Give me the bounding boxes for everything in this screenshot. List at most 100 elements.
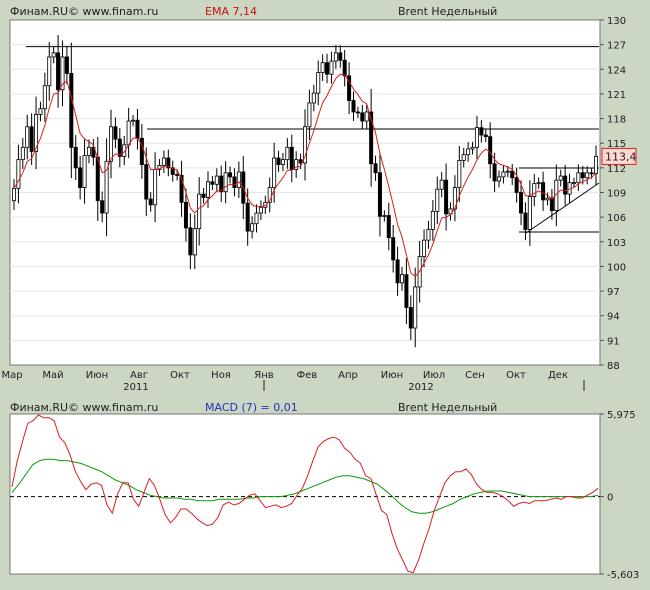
candle-body — [183, 201, 188, 229]
candle-body — [391, 237, 396, 261]
candles — [11, 34, 599, 348]
candle-body — [333, 52, 338, 62]
candle-body — [355, 111, 360, 114]
candle — [333, 45, 338, 69]
y-tick-label: 103 — [607, 238, 626, 249]
candle-body — [153, 169, 158, 206]
candle — [541, 171, 546, 211]
candle — [325, 53, 330, 84]
candle-body — [16, 159, 21, 189]
candle-body — [435, 188, 440, 212]
candle — [161, 150, 166, 173]
candle-body — [545, 197, 550, 201]
candle-body — [179, 174, 184, 203]
candle-body — [267, 187, 272, 203]
x-tick-label: Июл — [423, 370, 445, 381]
candle-body — [42, 85, 47, 110]
candle-body — [466, 148, 471, 156]
candle — [395, 246, 400, 296]
candle-body — [549, 197, 554, 211]
y-tick-label: 112 — [607, 164, 626, 175]
candle-body — [386, 215, 391, 239]
candle — [571, 177, 576, 188]
candle-body — [100, 200, 105, 214]
candle-body — [166, 157, 171, 169]
candle-body — [232, 176, 237, 188]
candle-body — [20, 146, 25, 161]
candle — [210, 176, 215, 191]
candle — [60, 40, 65, 107]
candle — [236, 161, 241, 198]
candle — [391, 224, 396, 273]
candle-body — [360, 112, 365, 122]
candle-body — [320, 62, 325, 73]
candle-body — [474, 127, 479, 148]
candle — [34, 96, 39, 170]
price-title: Brent Недельный — [398, 5, 497, 18]
x-tick-label: Фев — [297, 370, 318, 381]
price-source-label: Финам.RU© www.finam.ru — [10, 5, 158, 18]
x-tick-label: Окт — [170, 370, 190, 381]
candle — [47, 41, 52, 101]
candle-body — [563, 175, 568, 195]
candle — [501, 165, 506, 184]
candle-body — [34, 114, 39, 152]
candle-body — [594, 155, 599, 175]
candle — [82, 139, 87, 204]
candle-body — [329, 60, 334, 75]
y-tick-label: 91 — [607, 336, 620, 347]
candle-body — [161, 157, 166, 166]
candle — [404, 258, 409, 324]
candle-body — [91, 146, 96, 158]
candle — [474, 115, 479, 160]
candle — [479, 120, 484, 143]
candle — [329, 51, 334, 84]
candle-body — [351, 100, 356, 113]
y-tick-label: 121 — [607, 90, 626, 101]
y-tick-label: 118 — [607, 115, 626, 126]
candle — [408, 295, 413, 341]
candle-body — [38, 108, 43, 115]
year-label: 2012 — [408, 382, 433, 393]
rising-trend-line — [525, 182, 600, 234]
x-tick-label: Сен — [465, 370, 485, 381]
candle — [294, 151, 299, 178]
candle — [466, 142, 471, 162]
candle — [373, 155, 378, 181]
candle-body — [571, 182, 576, 185]
candle — [532, 173, 537, 207]
candle-body — [444, 179, 449, 215]
candle-body — [580, 172, 585, 179]
candle — [64, 46, 69, 85]
candle-body — [113, 126, 118, 140]
candle — [267, 177, 272, 213]
candle-body — [377, 172, 382, 217]
candle — [422, 229, 427, 268]
candle-body — [399, 274, 404, 284]
candle-body — [280, 159, 285, 165]
y-tick-label: 115 — [607, 139, 626, 150]
candle-body — [501, 171, 506, 178]
candle — [470, 141, 475, 155]
x-tick-label: Авг — [130, 370, 148, 381]
candle-body — [86, 146, 91, 156]
candle — [166, 149, 171, 177]
y-tick-label: 100 — [607, 262, 626, 273]
candle-body — [188, 227, 193, 256]
candle — [201, 188, 206, 204]
last-price-marker: 113,4 — [601, 147, 637, 165]
candle-body — [170, 167, 175, 175]
y-tick-label: 106 — [607, 213, 626, 224]
candle — [589, 167, 594, 179]
candle-body — [369, 111, 374, 165]
candle-body — [532, 183, 537, 198]
candle-body — [272, 157, 277, 188]
candle — [197, 177, 202, 246]
candle-body — [311, 92, 316, 104]
candle-body — [307, 102, 312, 128]
candle — [139, 124, 144, 179]
candle — [426, 220, 431, 249]
candle-body — [82, 155, 87, 188]
candle — [73, 135, 78, 180]
